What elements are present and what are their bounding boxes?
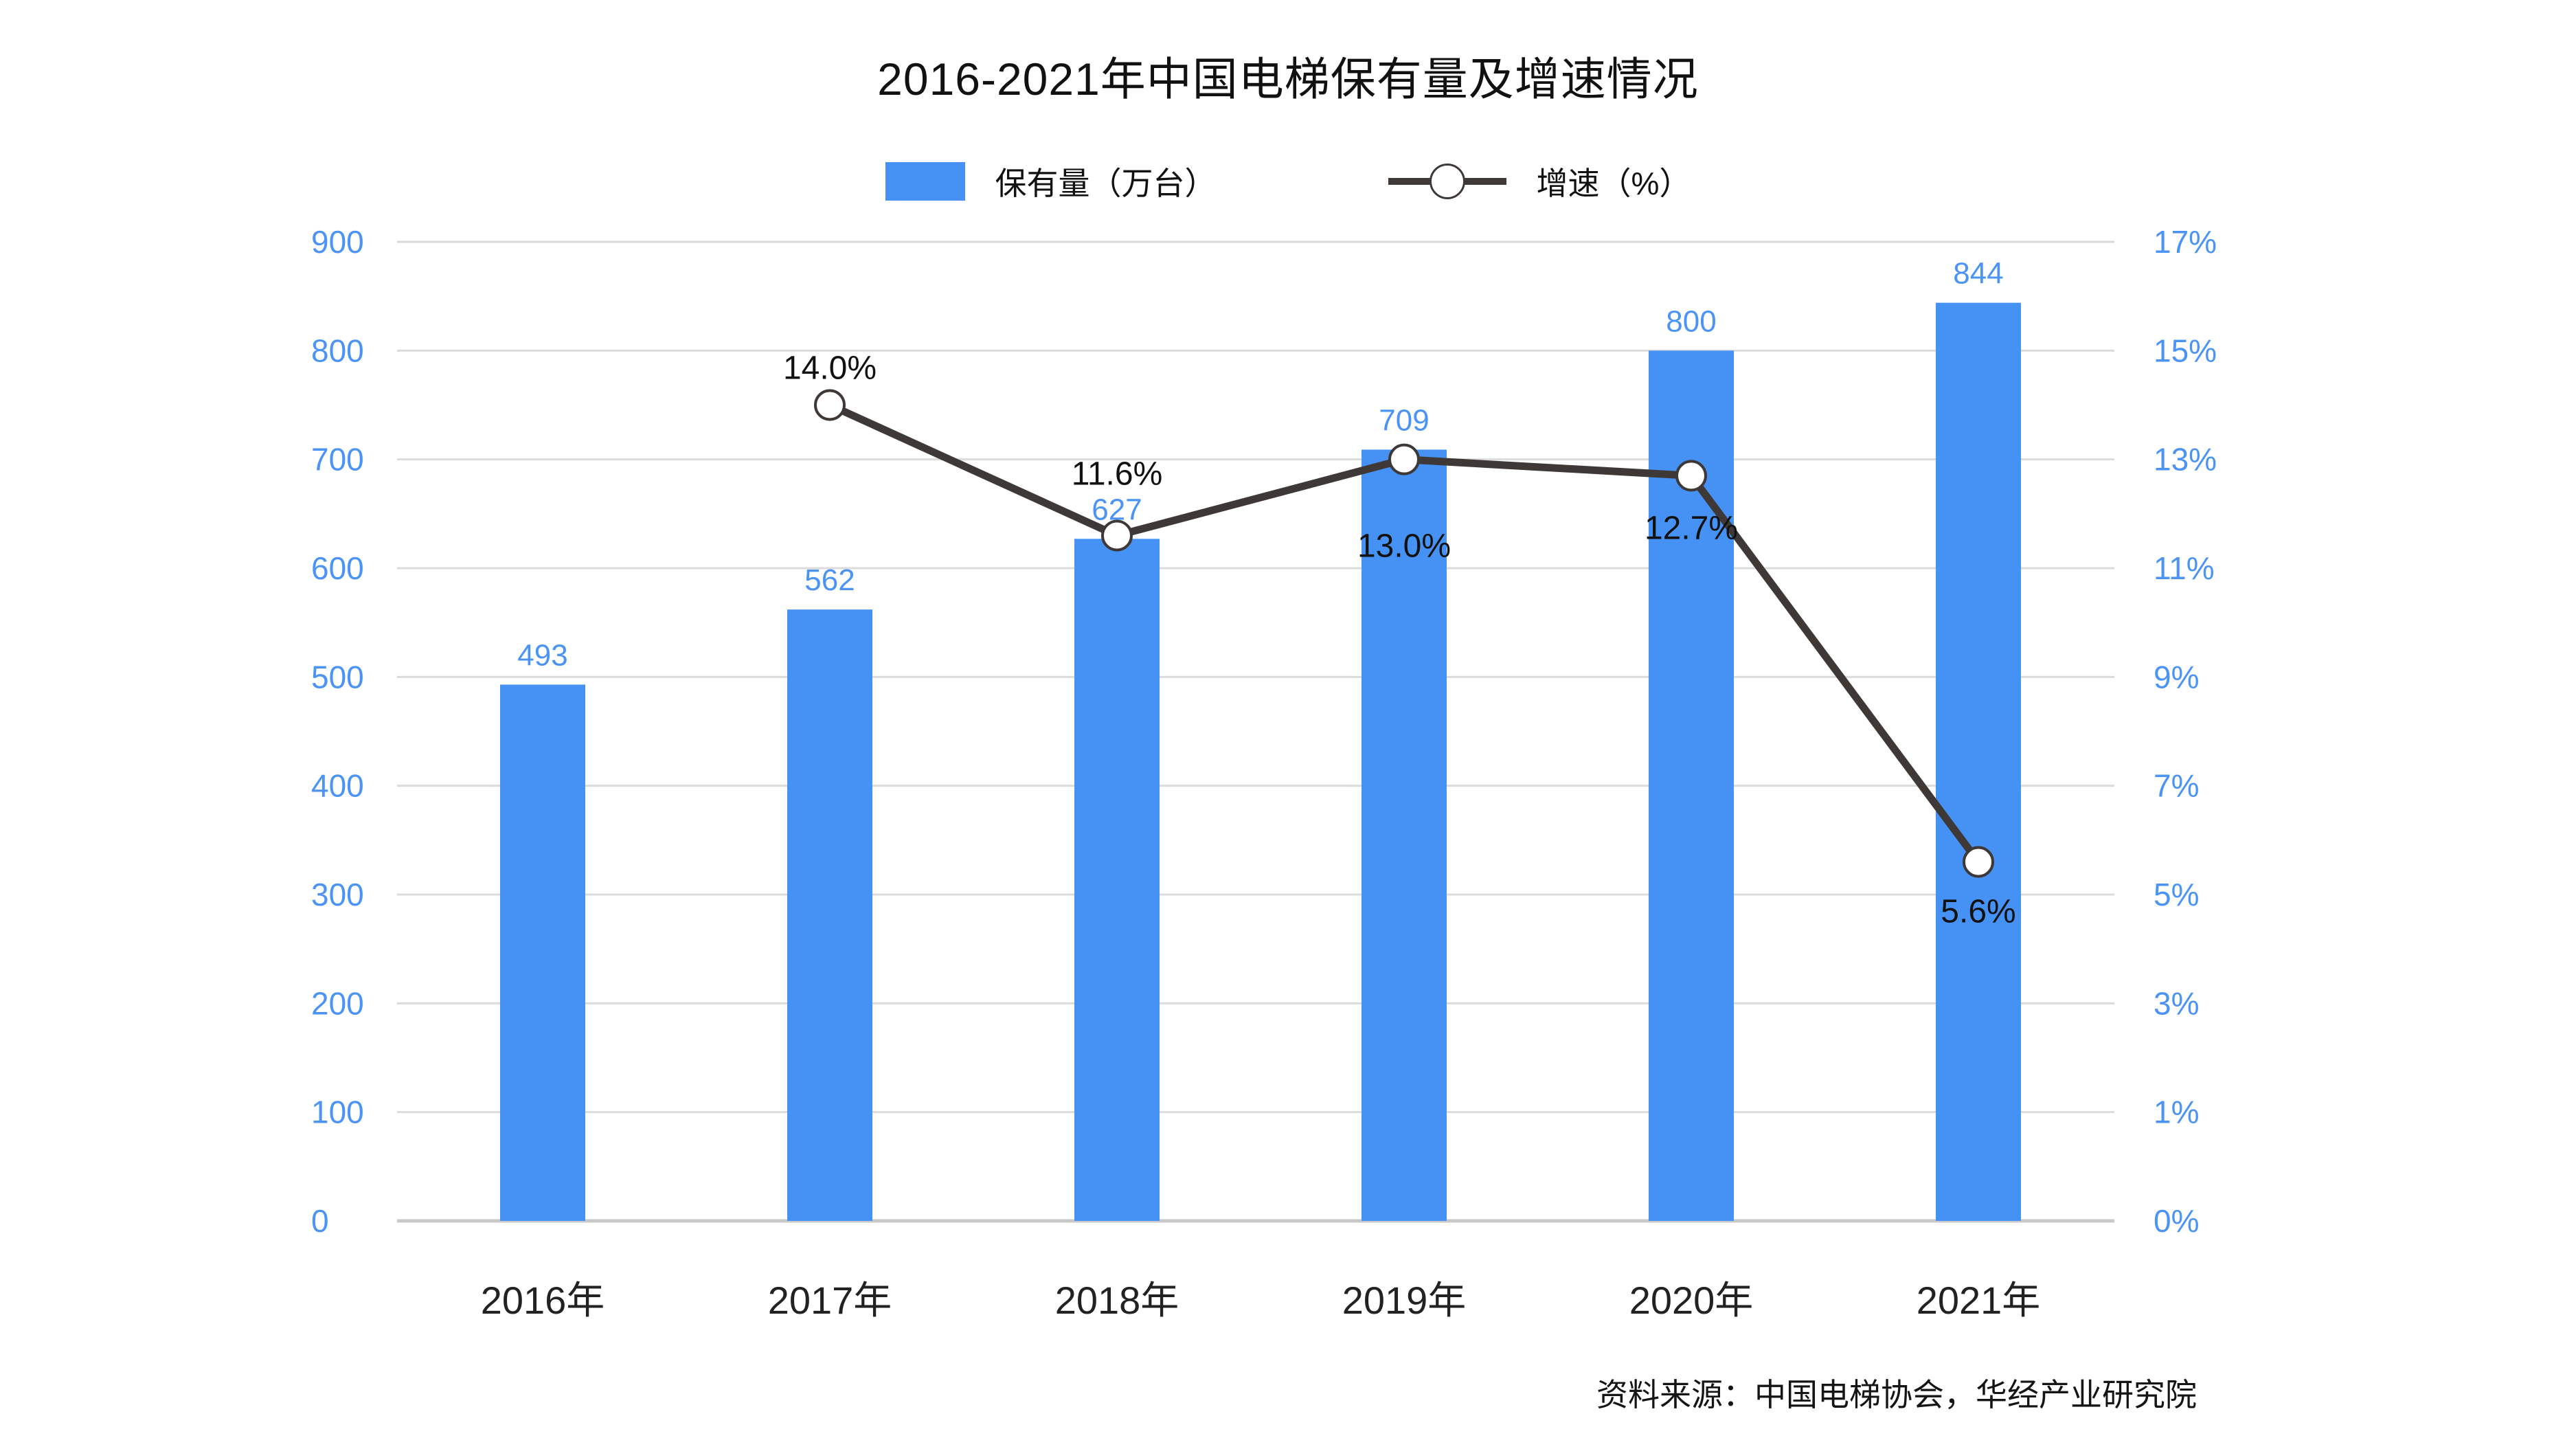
bar-2017年 <box>787 609 872 1221</box>
left-axis-tick-label: 0 <box>311 1203 329 1239</box>
right-axis-tick-label: 1% <box>2154 1094 2199 1130</box>
bar-2018年 <box>1074 539 1160 1221</box>
legend-label-line-series: 增速（%） <box>1536 166 1691 201</box>
right-axis-tick-label: 0% <box>2154 1203 2199 1239</box>
left-axis-tick-label: 200 <box>311 985 364 1021</box>
left-axis-tick-label: 100 <box>311 1094 364 1130</box>
x-axis-label: 2017年 <box>768 1279 892 1322</box>
source-note: 资料来源：中国电梯协会，华经产业研究院 <box>1596 1377 2197 1413</box>
left-axis-tick-label: 700 <box>311 442 364 478</box>
right-axis-tick-label: 5% <box>2154 877 2199 912</box>
bar-value-label: 709 <box>1379 403 1429 437</box>
growth-value-label: 13.0% <box>1357 528 1451 565</box>
line-point-marker <box>1101 519 1133 552</box>
right-axis-tick-label: 17% <box>2154 224 2217 260</box>
bar-2020年 <box>1649 350 1734 1221</box>
chart-title: 2016-2021年中国电梯保有量及增速情况 <box>877 54 1699 104</box>
bar-series-swatch-icon <box>885 162 965 201</box>
line-series-marker-icon <box>1388 162 1506 201</box>
right-axis-tick-label: 15% <box>2154 333 2217 368</box>
left-axis-tick-label: 300 <box>311 877 364 912</box>
left-axis-tick-label: 600 <box>311 550 364 586</box>
left-axis-tick-label: 800 <box>311 333 364 368</box>
line-point-marker <box>1963 846 1994 878</box>
x-axis-label: 2016年 <box>481 1279 605 1322</box>
bar-2016年 <box>500 684 585 1221</box>
line-point-marker <box>1388 443 1420 475</box>
growth-value-label: 12.7% <box>1645 510 1738 546</box>
growth-value-label: 11.6% <box>1072 456 1163 493</box>
right-axis-tick-label: 3% <box>2154 985 2199 1021</box>
bar-2021年 <box>1936 302 2021 1222</box>
x-axis-label: 2020年 <box>1629 1279 1754 1322</box>
growth-value-label: 14.0% <box>783 350 877 387</box>
left-axis-tick-label: 900 <box>311 224 364 260</box>
left-axis-tick-label: 400 <box>311 768 364 804</box>
bar-value-label: 562 <box>804 563 855 597</box>
x-axis-label: 2018年 <box>1055 1279 1179 1322</box>
right-axis-tick-label: 11% <box>2154 550 2215 586</box>
legend: 保有量（万台） 增速（%） <box>0 161 2576 202</box>
right-axis-tick-label: 9% <box>2154 659 2199 695</box>
bar-value-label: 493 <box>517 638 567 672</box>
right-axis-tick-label: 13% <box>2154 442 2217 478</box>
legend-item-bar-series: 保有量（万台） <box>885 159 1217 204</box>
line-point-marker <box>1675 460 1707 492</box>
line-point-marker <box>814 389 846 421</box>
bar-2019年 <box>1362 449 1447 1221</box>
growth-value-label: 5.6% <box>1941 894 2015 930</box>
legend-item-line-series: 增速（%） <box>1388 159 1691 204</box>
left-axis-tick-label: 500 <box>311 659 364 695</box>
x-axis-label: 2021年 <box>1917 1279 2041 1322</box>
right-axis-tick-label: 7% <box>2154 768 2199 804</box>
legend-label-bar-series: 保有量（万台） <box>995 166 1217 201</box>
bar-value-label: 844 <box>1953 257 2003 291</box>
bar-value-label: 800 <box>1666 304 1716 338</box>
x-axis-label: 2019年 <box>1342 1279 1467 1322</box>
